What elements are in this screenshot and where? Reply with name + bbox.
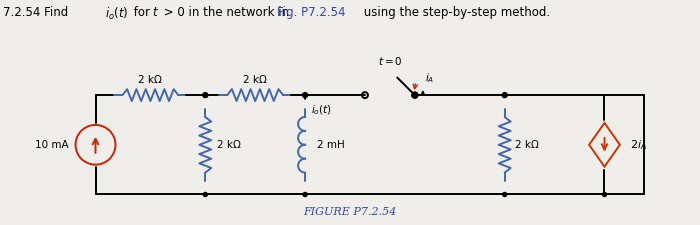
Text: 2 kΩ: 2 kΩ	[244, 75, 267, 85]
Circle shape	[303, 193, 307, 196]
Text: 2 kΩ: 2 kΩ	[217, 140, 241, 150]
Text: > 0 in the network in: > 0 in the network in	[160, 6, 293, 19]
Text: Fig. P7.2.54: Fig. P7.2.54	[277, 6, 346, 19]
Circle shape	[503, 193, 507, 196]
Text: for: for	[130, 6, 154, 19]
Text: $i_o(t)$: $i_o(t)$	[106, 6, 129, 22]
Text: $2i_A$: $2i_A$	[631, 138, 648, 152]
Circle shape	[502, 93, 508, 98]
Circle shape	[203, 193, 207, 196]
Text: 2 mH: 2 mH	[317, 140, 345, 150]
Circle shape	[603, 193, 606, 196]
Text: FIGURE P7.2.54: FIGURE P7.2.54	[303, 207, 397, 217]
Circle shape	[302, 93, 307, 98]
Text: 2 kΩ: 2 kΩ	[139, 75, 162, 85]
Circle shape	[203, 93, 208, 98]
Text: $t = 0$: $t = 0$	[377, 55, 402, 67]
Text: 2 kΩ: 2 kΩ	[514, 140, 538, 150]
Text: $t$: $t$	[153, 6, 160, 19]
Circle shape	[412, 92, 418, 98]
Text: 10 mA: 10 mA	[35, 140, 69, 150]
Text: 7.2.54 Find: 7.2.54 Find	[3, 6, 71, 19]
Text: using the step-by-step method.: using the step-by-step method.	[360, 6, 550, 19]
Text: $i_A$: $i_A$	[425, 71, 434, 85]
Text: $i_o(t)$: $i_o(t)$	[311, 103, 332, 117]
